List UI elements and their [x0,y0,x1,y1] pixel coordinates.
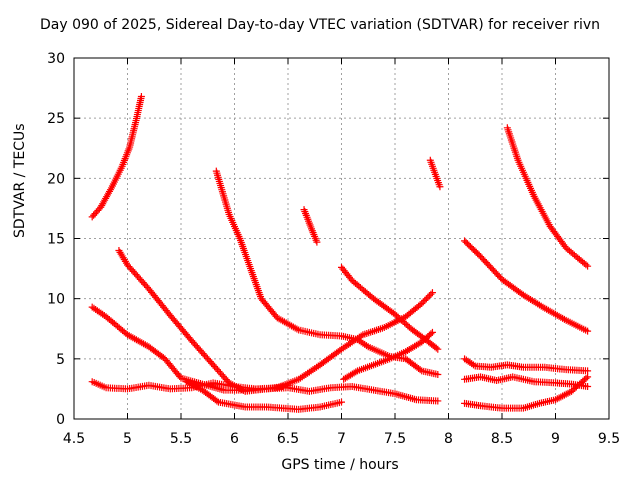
x-tick-label: 8.5 [491,431,513,447]
series-arc-4 [115,247,287,395]
data-point [347,275,355,283]
data-point [584,327,592,335]
series-arc-9 [340,328,436,383]
y-tick-label: 20 [47,171,65,187]
data-point [313,238,321,246]
data-point [418,299,426,307]
y-tick-label: 25 [47,111,65,127]
data-point [427,330,435,338]
data-point [582,374,590,382]
x-tick-label: 6.5 [277,431,299,447]
series-arc-14 [461,373,592,391]
data-point [425,292,433,300]
series-arc-6 [212,167,442,378]
data-point [416,366,424,374]
chart-title: Day 090 of 2025, Sidereal Day-to-day VTE… [39,17,601,33]
x-tick-label: 4.5 [63,431,85,447]
data-point [434,397,442,405]
x-tick-label: 6 [230,431,239,447]
data-point [137,93,145,101]
data-point [434,345,442,353]
data-point [279,383,287,391]
data-point [584,373,592,381]
data-point [584,383,592,391]
x-axis-label: GPS time / hours [281,457,399,473]
data-point [427,290,435,298]
data-point [421,296,429,304]
y-tick-label: 30 [47,51,65,67]
x-tick-label: 7 [337,431,346,447]
series-arc-10 [426,156,444,191]
data-point [432,344,440,352]
series-arc-15 [461,373,592,412]
y-tick-label: 10 [47,292,65,308]
data-point [584,367,592,375]
data-point [419,298,427,306]
series-arc-13 [461,355,592,375]
data-point [338,398,345,406]
x-tick-label: 9 [551,431,560,447]
data-point [584,262,592,270]
data-point [434,370,442,378]
series-arc-7 [300,206,321,246]
x-tick-label: 8 [444,431,453,447]
y-tick-label: 5 [56,352,65,368]
series-arc-1 [88,93,145,221]
data-point [213,397,221,405]
series-arc-8 [338,263,442,353]
series-arc-5 [182,378,345,413]
series-arc-12 [503,124,592,270]
data-point [422,295,430,303]
data-point [436,183,444,191]
series-arc-11 [461,237,592,335]
x-tick-label: 7.5 [384,431,406,447]
y-tick-label: 15 [47,232,65,248]
y-tick-label: 0 [56,412,65,428]
data-point [428,328,436,336]
data-point [428,289,436,297]
data-point [424,293,432,301]
data-point [582,261,590,269]
y-axis-label: SDTVAR / TECUs [12,123,28,238]
x-tick-label: 5.5 [170,431,192,447]
x-tick-label: 5 [123,431,132,447]
x-tick-label: 9.5 [598,431,620,447]
